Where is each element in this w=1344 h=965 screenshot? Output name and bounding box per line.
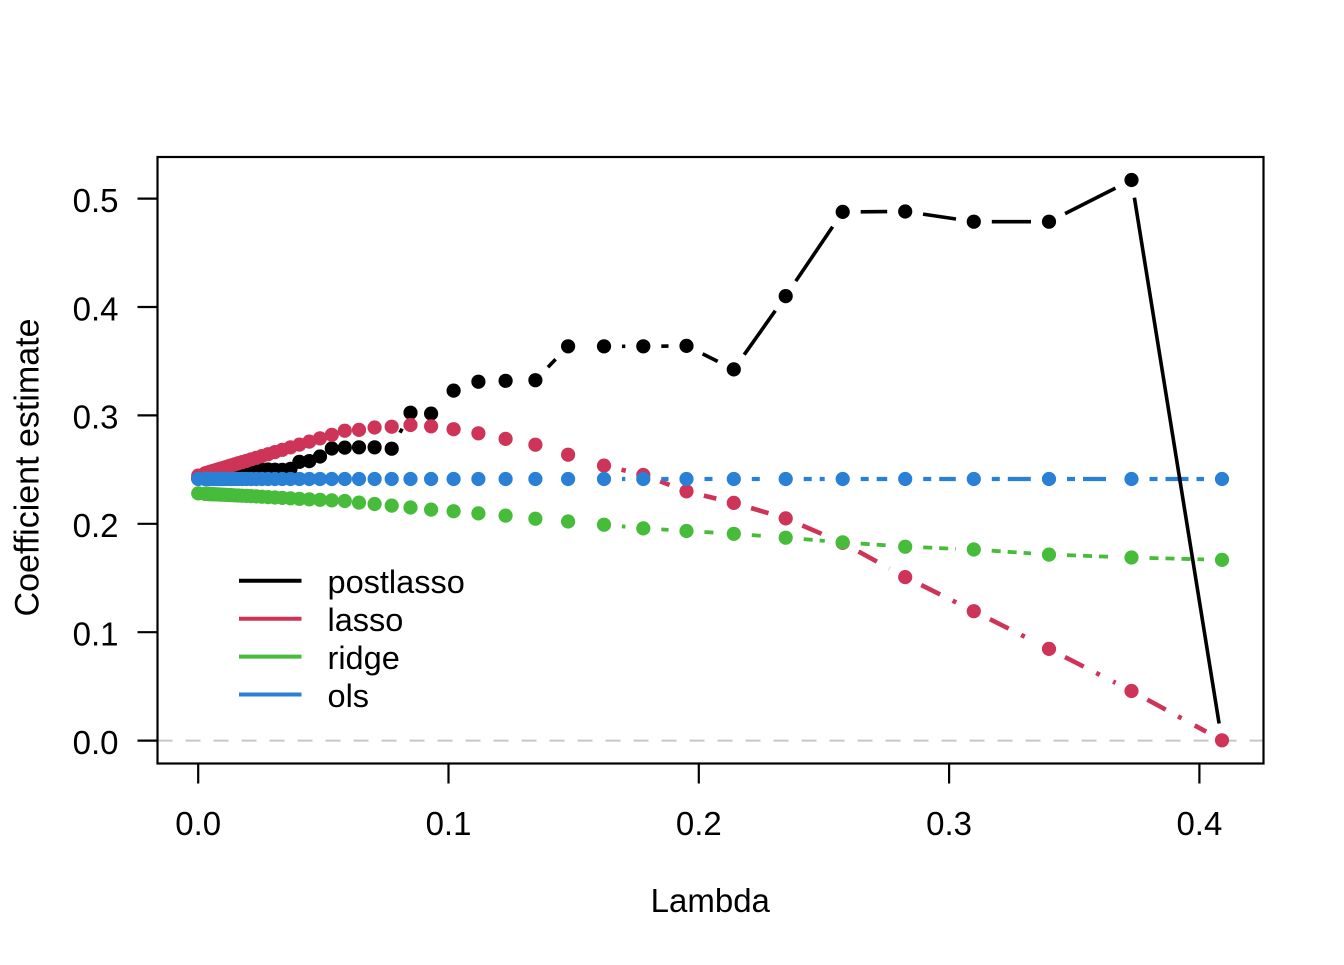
svg-text:0.2: 0.2 [676, 805, 722, 842]
svg-text:postlasso: postlasso [328, 564, 465, 600]
svg-text:Coefficient estimate: Coefficient estimate [9, 319, 47, 617]
svg-text:0.2: 0.2 [73, 507, 119, 544]
svg-text:lasso: lasso [328, 602, 404, 638]
svg-text:0.1: 0.1 [73, 616, 119, 653]
svg-text:0.5: 0.5 [73, 182, 119, 219]
svg-text:0.4: 0.4 [1176, 805, 1222, 842]
svg-text:0.4: 0.4 [73, 290, 119, 327]
svg-text:ridge: ridge [328, 640, 400, 676]
svg-text:Lambda: Lambda [651, 882, 771, 919]
svg-text:0.3: 0.3 [73, 399, 119, 436]
svg-text:0.3: 0.3 [926, 805, 972, 842]
svg-text:0.1: 0.1 [426, 805, 472, 842]
svg-text:0.0: 0.0 [73, 724, 119, 761]
svg-text:0.0: 0.0 [175, 805, 221, 842]
svg-text:ols: ols [328, 678, 370, 714]
